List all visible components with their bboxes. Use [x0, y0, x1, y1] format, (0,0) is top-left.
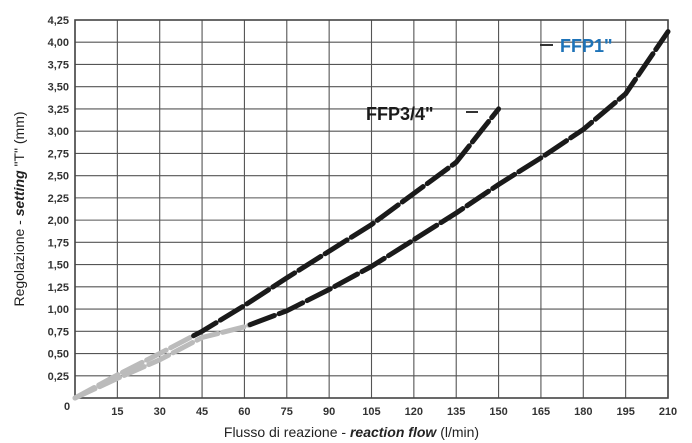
x-tick-label: 45: [196, 406, 208, 418]
x-tick-label: 180: [574, 406, 592, 418]
x-tick-label: 210: [659, 406, 677, 418]
x-tick-label: 90: [323, 406, 335, 418]
y-tick-label: 3,75: [48, 59, 69, 71]
series-label-ffp1: FFP1": [560, 36, 613, 56]
y-tick-label: 3,25: [48, 104, 69, 116]
y-tick-label: 4,00: [48, 37, 69, 49]
y-tick-label: 2,75: [48, 148, 69, 160]
y-tick-label: 2,00: [48, 215, 69, 227]
y-tick-label: 2,25: [48, 193, 69, 205]
x-axis-title: Flusso di reazione - reaction flow (l/mi…: [224, 424, 479, 440]
series-line: [247, 29, 671, 328]
y-tick-label: 4,25: [48, 15, 69, 27]
x-tick-label: 30: [154, 406, 166, 418]
plot-frame: [74, 19, 669, 399]
x-tick-label: 195: [616, 406, 634, 418]
series-line: [191, 106, 502, 339]
y-tick-label: 1,00: [48, 304, 69, 316]
y-tick-label: 0,75: [48, 326, 69, 338]
series-label-ffp34: FFP3/4": [366, 104, 434, 124]
y-tick-label: 0,25: [48, 371, 69, 383]
y-tick-label: 0,50: [48, 349, 69, 361]
x-tick-label: 75: [281, 406, 293, 418]
origin-label: 0: [64, 401, 70, 413]
series-line-light: [72, 322, 253, 401]
x-tick-label: 165: [532, 406, 550, 418]
y-tick-label: 1,25: [48, 282, 69, 294]
y-tick-label: 2,50: [48, 171, 69, 183]
x-tick-label: 60: [238, 406, 250, 418]
x-tick-label: 135: [447, 406, 465, 418]
y-tick-label: 1,75: [48, 237, 69, 249]
x-tick-label: 15: [111, 406, 123, 418]
y-tick-label: 3,50: [48, 82, 69, 94]
y-axis-title: Regolazione - setting "T" (mm): [11, 111, 27, 306]
x-tick-label: 105: [362, 406, 380, 418]
series-line-light: [72, 333, 197, 401]
x-tick-label: 120: [405, 406, 423, 418]
x-tick-label: 150: [489, 406, 507, 418]
y-tick-label: 1,50: [48, 260, 69, 272]
y-tick-label: 3,00: [48, 126, 69, 138]
